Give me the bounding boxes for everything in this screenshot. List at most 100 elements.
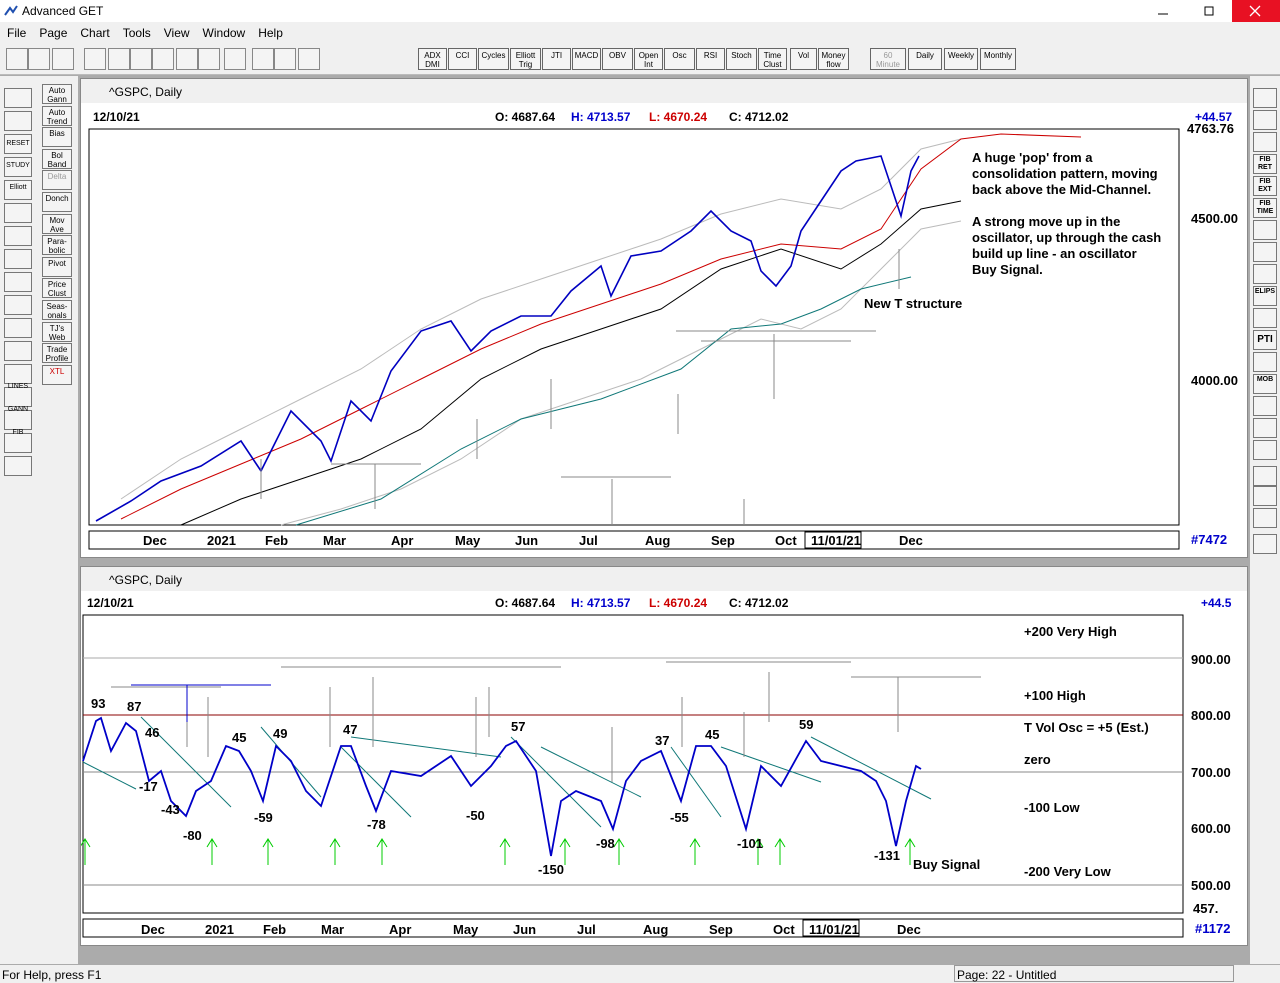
study-button[interactable]: Pivot — [42, 256, 72, 277]
tool-icon[interactable] — [4, 341, 32, 361]
study-button[interactable]: CCI — [448, 48, 477, 70]
tool-icon[interactable] — [1253, 486, 1277, 506]
tool-icon[interactable] — [4, 364, 32, 384]
study-button[interactable]: RSI — [696, 48, 725, 70]
study-button[interactable]: Donch — [42, 192, 72, 212]
tool-icon[interactable] — [1253, 132, 1277, 152]
period-button[interactable]: Weekly — [944, 48, 978, 70]
volume-profile — [260, 249, 900, 525]
study-button[interactable]: Para- bolic — [42, 235, 72, 256]
tool-button[interactable]: FIB TIME — [1253, 198, 1277, 218]
tool-button[interactable]: ELIPS — [1253, 286, 1277, 306]
signal-label: Buy Signal — [913, 857, 980, 872]
menu-item[interactable]: Page — [39, 26, 68, 40]
tool-icon[interactable] — [108, 48, 130, 70]
study-button[interactable]: Price Clust — [42, 278, 72, 299]
period-button[interactable]: 60 Minute — [870, 48, 906, 70]
tool-icon[interactable] — [1253, 110, 1277, 130]
tool-icon[interactable] — [1253, 396, 1277, 416]
study-button[interactable]: MACD — [572, 48, 601, 70]
study-button[interactable]: Bol Band — [42, 148, 72, 169]
tool-icon[interactable] — [4, 111, 32, 131]
study-button[interactable]: ADX DMI — [418, 48, 447, 70]
study-button[interactable]: Delta — [42, 170, 72, 191]
study-button[interactable]: Bias — [42, 127, 72, 148]
tool-icon[interactable] — [4, 318, 32, 338]
study-button[interactable]: Cycles — [478, 48, 509, 70]
menu-item[interactable]: File — [7, 26, 27, 40]
peak-label: 47 — [343, 722, 357, 737]
tool-icon[interactable] — [1253, 466, 1277, 486]
tool-icon[interactable] — [4, 272, 32, 292]
study-button[interactable]: Auto Trend — [42, 105, 72, 126]
study-button[interactable]: Trade Profile — [42, 343, 72, 364]
study-button[interactable]: Auto Gann — [42, 84, 72, 104]
tool-icon[interactable] — [1253, 88, 1277, 108]
study-button[interactable]: TJ's Web — [42, 321, 72, 342]
study-button[interactable]: Elliott Trig — [510, 48, 541, 70]
tool-icon[interactable] — [4, 433, 32, 453]
tool-icon[interactable] — [274, 48, 296, 70]
tool-icon[interactable] — [1253, 308, 1277, 328]
tool-icon[interactable] — [298, 48, 320, 70]
tool-icon[interactable] — [1253, 264, 1277, 284]
tool-icon[interactable] — [4, 295, 32, 315]
period-button[interactable]: Daily — [908, 48, 942, 70]
menu-item[interactable]: Window — [202, 26, 246, 40]
tool-button[interactable]: FIB RET — [1253, 154, 1277, 174]
window-controls[interactable] — [1140, 0, 1280, 22]
study-button[interactable]: Time Clust — [758, 48, 787, 70]
tool-icon[interactable] — [1253, 508, 1277, 528]
tool-icon[interactable] — [1253, 352, 1277, 372]
tool-icon[interactable] — [52, 48, 74, 70]
tool-icon[interactable] — [1253, 440, 1277, 460]
tool-icon[interactable] — [1253, 418, 1277, 438]
study-button[interactable]: Open Int — [634, 48, 663, 70]
tool-icon[interactable] — [4, 410, 32, 430]
tool-icon[interactable] — [4, 203, 32, 223]
tool-icon[interactable] — [84, 48, 106, 70]
date-label: Aug — [643, 922, 668, 937]
study-button[interactable]: Vol — [790, 48, 817, 70]
tool-icon[interactable] — [4, 456, 32, 476]
tool-icon[interactable] — [152, 48, 174, 70]
study-button[interactable]: Money flow — [818, 48, 849, 70]
menu-item[interactable]: Chart — [80, 26, 110, 40]
tool-icon[interactable] — [4, 88, 32, 108]
tool-icon[interactable] — [130, 48, 152, 70]
study-button[interactable]: Mov Ave — [42, 213, 72, 234]
tool-icon[interactable] — [4, 157, 32, 177]
tool-icon[interactable] — [1253, 242, 1277, 262]
study-button[interactable]: Seas- onals — [42, 300, 72, 320]
window-caption: ^GSPC, Daily — [81, 567, 1247, 591]
menu-item[interactable]: Help — [258, 26, 283, 40]
study-button[interactable]: Osc — [664, 48, 695, 70]
tool-icon[interactable] — [252, 48, 274, 70]
tool-icon[interactable] — [198, 48, 220, 70]
tool-icon[interactable] — [4, 226, 32, 246]
tool-icon[interactable] — [176, 48, 198, 70]
study-button[interactable]: XTL — [42, 364, 72, 385]
study-button[interactable]: OBV — [602, 48, 633, 70]
tool-icon[interactable] — [224, 48, 246, 70]
tool-icon[interactable] — [1253, 220, 1277, 240]
tool-button[interactable]: MOB — [1253, 374, 1277, 394]
tool-icon[interactable] — [6, 48, 28, 70]
study-button[interactable]: Stoch — [726, 48, 757, 70]
menu-item[interactable]: View — [163, 26, 190, 40]
period-button[interactable]: Monthly — [980, 48, 1016, 70]
tool-icon[interactable] — [1253, 534, 1277, 554]
bands — [120, 133, 1082, 526]
tool-button[interactable]: PTI — [1253, 330, 1277, 350]
price-window: ^GSPC, Daily 12/10/21 O: 4687.64 H: 4713… — [80, 78, 1248, 558]
date-label: Dec — [899, 533, 923, 548]
tool-icon[interactable] — [4, 387, 32, 407]
tool-icon[interactable] — [4, 249, 32, 269]
axis-label: 700.00 — [1191, 765, 1231, 780]
tool-icon[interactable] — [4, 180, 32, 200]
tool-icon[interactable] — [28, 48, 50, 70]
study-button[interactable]: JTI — [542, 48, 571, 70]
tool-icon[interactable] — [4, 134, 32, 154]
menu-item[interactable]: Tools — [122, 26, 151, 40]
tool-button[interactable]: FIB EXT — [1253, 176, 1277, 196]
